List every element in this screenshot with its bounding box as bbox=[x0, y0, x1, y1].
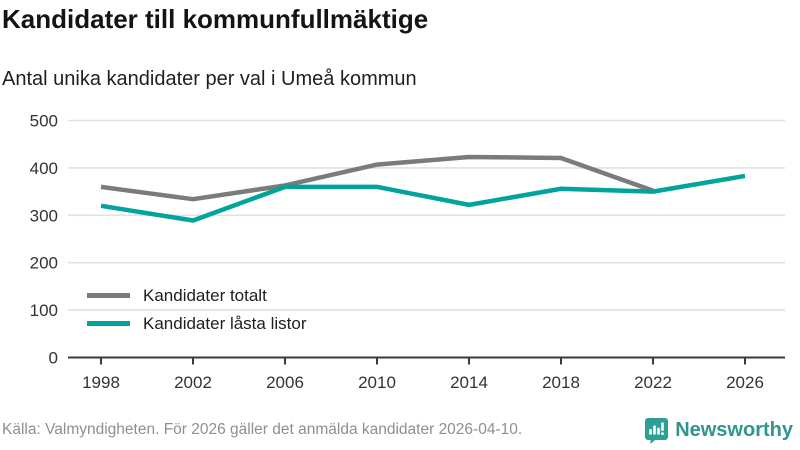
x-tick-label-2006: 2006 bbox=[266, 373, 304, 392]
legend-label-totalt: Kandidater totalt bbox=[143, 285, 267, 305]
x-tick-label-2022: 2022 bbox=[634, 373, 672, 392]
chart-subtitle: Antal unika kandidater per val i Umeå ko… bbox=[2, 68, 417, 90]
y-tick-label-400: 400 bbox=[30, 159, 58, 178]
x-tick-label-2018: 2018 bbox=[542, 373, 580, 392]
newsworthy-logo: Newsworthy bbox=[644, 417, 793, 444]
newsworthy-wordmark: Newsworthy bbox=[675, 418, 793, 441]
x-tick-label-2010: 2010 bbox=[358, 373, 396, 392]
x-tick-label-1998: 1998 bbox=[82, 373, 120, 392]
legend-swatch-totalt bbox=[87, 293, 130, 298]
page-title: Kandidater till kommunfullmäktige bbox=[2, 4, 429, 34]
x-tick-label-2014: 2014 bbox=[450, 373, 488, 392]
newsworthy-logo-icon bbox=[645, 417, 669, 444]
x-tick-label-2026: 2026 bbox=[726, 373, 764, 392]
legend-item-lasta-listor: Kandidater låsta listor bbox=[87, 313, 306, 334]
y-tick-label-500: 500 bbox=[30, 112, 58, 131]
series-line-kandidater-l-sta-listor bbox=[100, 173, 746, 223]
source-note: Källa: Valmyndigheten. För 2026 gäller d… bbox=[2, 421, 523, 438]
chart-footer: Källa: Valmyndigheten. För 2026 gäller d… bbox=[0, 414, 800, 450]
legend-swatch-lasta-listor bbox=[87, 321, 130, 326]
series-line-kandidater-totalt bbox=[100, 154, 654, 202]
legend-label-lasta-listor: Kandidater låsta listor bbox=[143, 313, 307, 333]
legend-item-totalt: Kandidater totalt bbox=[87, 285, 306, 306]
y-tick-label-100: 100 bbox=[30, 301, 58, 320]
chart-legend: Kandidater totalt Kandidater låsta listo… bbox=[87, 285, 306, 334]
x-tick-label-2002: 2002 bbox=[174, 373, 212, 392]
y-tick-label-300: 300 bbox=[30, 206, 58, 225]
y-tick-label-0: 0 bbox=[49, 349, 58, 368]
y-tick-label-200: 200 bbox=[30, 254, 58, 273]
